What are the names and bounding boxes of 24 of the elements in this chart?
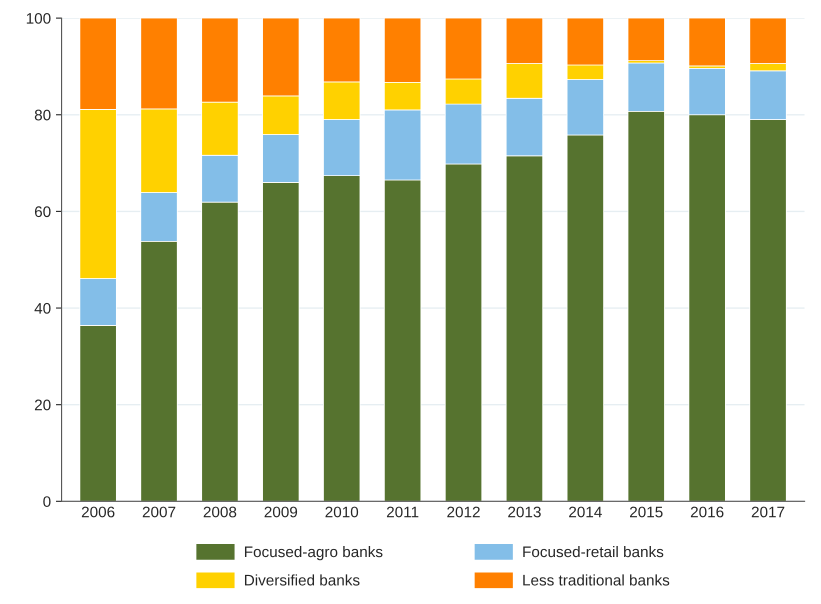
y-tick-label: 40 xyxy=(34,302,51,314)
x-tick-label: 2008 xyxy=(204,506,236,518)
legend-label: Focused-retail banks xyxy=(523,546,664,558)
x-tick-label: 2011 xyxy=(386,506,418,518)
legend-label: Focused-agro banks xyxy=(244,546,382,560)
x-tick-label: 2016 xyxy=(690,506,724,518)
x-tick-label: 2015 xyxy=(630,506,663,518)
x-tick-label: 2012 xyxy=(447,506,480,518)
x-tick-label: 2013 xyxy=(508,506,541,518)
legend-label: Less traditional banks xyxy=(523,574,670,586)
x-tick-label: 2014 xyxy=(569,506,602,518)
x-tick-label: 2017 xyxy=(752,506,784,518)
x-tick-label: 2007 xyxy=(142,506,176,518)
y-tick-label: 0 xyxy=(43,496,51,508)
legend-label: Diversified banks xyxy=(244,574,360,586)
bar xyxy=(688,18,726,66)
y-tick-label: 20 xyxy=(34,400,51,410)
y-tick-label: 80 xyxy=(34,110,51,120)
x-tick-label: 2010 xyxy=(326,506,358,518)
x-tick-label: 2006 xyxy=(82,506,114,518)
y-tick-label: 60 xyxy=(34,206,51,218)
y-tick-label: 100 xyxy=(26,12,51,24)
x-tick-label: 2009 xyxy=(264,506,298,518)
bar xyxy=(628,18,665,62)
